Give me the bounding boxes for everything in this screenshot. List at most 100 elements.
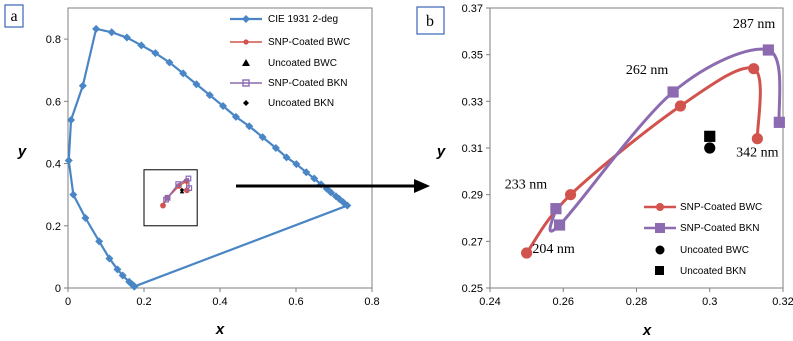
legend-b-entry-uncoated-bwc: Uncoated BWC	[655, 245, 749, 256]
legend-b-square-marker	[655, 223, 665, 233]
panel-a-x-ticks: 0 0.2 0.4 0.6 0.8	[65, 288, 380, 308]
panel-a-x-tick-label: 0.2	[136, 296, 151, 308]
panel-b-annotations: 287 nm 262 nm 233 nm 204 nm 342 nm	[505, 17, 779, 257]
legend-a-diamond-marker	[242, 15, 250, 23]
panel-a-point-cie-1931-2-deg	[219, 102, 228, 110]
panel-a-point-snp-coated-bwc	[160, 202, 166, 209]
panel-a-label-box	[4, 4, 24, 28]
panel-b-x-axis-title: x	[642, 322, 652, 339]
legend-a-entry-uncoated-bkn: Uncoated BKN	[243, 98, 334, 109]
panel-a-point-cie-1931-2-deg	[113, 265, 122, 274]
panel-a-point-cie-1931-2-deg	[81, 214, 90, 222]
legend-a-entry-snp-bwc: SNP-Coated BWC	[230, 37, 350, 48]
panel-a-point-cie-1931-2-deg	[165, 58, 174, 67]
panel-a-point-cie-1931-2-deg	[258, 133, 267, 142]
panel-b-point-snp-coated-bkn	[762, 44, 774, 56]
legend-b-label-uncoated-bkn: Uncoated BKN	[680, 266, 746, 277]
panel-a-y-tick-label: 0.8	[46, 34, 61, 46]
panel-a-series-snp-coated-bwc	[160, 178, 190, 209]
panel-a-x-tick-label: 0.4	[212, 296, 227, 308]
panel-b-point-uncoated-bkn	[704, 130, 716, 142]
panel-a-point-cie-1931-2-deg	[105, 254, 114, 263]
panel-b-y-tick-label: 0.29	[462, 190, 483, 202]
panel-a-point-snp-coated-bkn	[175, 181, 182, 187]
legend-a-label-snp-bwc: SNP-Coated BWC	[268, 37, 350, 48]
panel-b-series-snp-coated-bkn	[548, 44, 785, 233]
legend-b-black-square-marker	[655, 266, 664, 275]
panel-a-y-tick-label: 0.6	[46, 96, 61, 108]
panel-a-point-cie-1931-2-deg	[64, 156, 73, 165]
panel-a-point-cie-1931-2-deg	[245, 122, 254, 131]
legend-b-entry-snp-bwc: SNP-Coated BWC	[644, 202, 762, 213]
panel-a-point-cie-1931-2-deg	[125, 277, 134, 286]
panel-a: a 0 0.2 0.4 0.6 0.8 0 0.2 0.4 0.6 0.8 x y CIE 19…	[4, 4, 380, 338]
panel-b-annotation-287-nm: 287 nm	[733, 17, 776, 32]
legend-b-circle-marker	[656, 203, 664, 211]
panel-a-point-cie-1931-2-deg	[67, 116, 76, 124]
panel-b-point-snp-coated-bwc	[748, 63, 760, 75]
panel-a-x-tick-label: 0	[65, 296, 71, 308]
legend-a-triangle-marker	[242, 59, 250, 66]
panel-a-plot-area	[67, 7, 373, 289]
panel-b-label: b	[426, 13, 434, 30]
panel-a-point-cie-1931-2-deg	[122, 33, 131, 42]
panel-b-annotation-262-nm: 262 nm	[626, 63, 669, 78]
panel-a-point-cie-1931-2-deg	[179, 69, 188, 78]
panel-b-y-ticks: 0.25 0.27 0.29 0.31 0.33 0.35 0.37	[462, 3, 490, 295]
panel-a-point-cie-1931-2-deg	[151, 49, 160, 58]
panel-a-series-uncoated-bkn	[179, 187, 185, 193]
panel-a-x-axis-title: x	[215, 321, 225, 338]
legend-b-label-uncoated-bwc: Uncoated BWC	[680, 245, 749, 256]
panel-b-y-tick-label: 0.35	[462, 50, 483, 62]
panel-a-y-tick-label: 0.2	[46, 221, 61, 233]
panel-b-x-tick-label: 0.32	[772, 296, 793, 308]
panel-a-point-cie-1931-2-deg	[192, 80, 201, 89]
panel-b-y-tick-label: 0.25	[462, 283, 483, 295]
panel-a-point-cie-1931-2-deg	[95, 237, 104, 246]
panel-b-y-tick-label: 0.33	[462, 96, 483, 108]
panel-a-point-cie-1931-2-deg	[231, 112, 240, 121]
panel-b-x-tick-label: 0.28	[626, 296, 647, 308]
legend-a-square-marker	[242, 79, 250, 87]
panel-a-series-snp-coated-bkn	[163, 175, 193, 203]
panel-a-point-cie-1931-2-deg	[271, 144, 280, 152]
panel-b-point-snp-coated-bkn	[667, 86, 679, 98]
panel-a-point-cie-1931-2-deg	[282, 153, 291, 162]
panel-b-point-uncoated-bwc	[704, 142, 716, 154]
legend-a-label-uncoated-bkn: Uncoated BKN	[268, 98, 334, 109]
panel-b-point-snp-coated-bkn	[553, 219, 566, 231]
panel-b-legend: SNP-Coated BWC SNP-Coated BKN Uncoated B…	[644, 202, 762, 277]
panel-a-point-cie-1931-2-deg	[69, 190, 78, 199]
panel-b-y-tick-label: 0.37	[462, 3, 483, 15]
panel-a-y-tick-label: 0	[55, 283, 61, 295]
panel-b: b 0.24 0.26 0.28 0.3 0.32 0.250.270.290.310.…	[416, 3, 793, 339]
legend-a-circle-marker	[243, 39, 249, 45]
legend-a-entry-cie: CIE 1931 2-deg	[230, 14, 338, 25]
panel-a-point-snp-coated-bkn	[164, 194, 171, 201]
panel-b-x-ticks: 0.24 0.26 0.28 0.3 0.32	[479, 288, 793, 308]
legend-b-label-snp-bwc: SNP-Coated BWC	[680, 202, 762, 213]
panel-b-point-snp-coated-bwc	[564, 189, 577, 201]
panel-b-series	[521, 44, 785, 259]
panel-b-point-snp-coated-bwc	[674, 100, 687, 112]
panel-a-point-cie-1931-2-deg	[137, 41, 146, 50]
panel-b-y-axis-title: y	[436, 143, 446, 160]
panel-a-point-snp-coated-bkn	[186, 185, 193, 192]
panel-a-point-cie-1931-2-deg	[78, 81, 87, 90]
panel-a-point-cie-1931-2-deg	[107, 28, 116, 37]
panel-b-x-tick-label: 0.26	[553, 296, 574, 308]
panel-a-point-cie-1931-2-deg	[326, 188, 335, 197]
legend-a-entry-snp-bkn: SNP-Coated BKN	[230, 78, 347, 89]
panel-b-point-snp-coated-bwc	[751, 133, 763, 145]
panel-a-point-cie-1931-2-deg	[92, 24, 101, 33]
panel-b-label-box	[416, 6, 445, 35]
panel-b-annotation-342-nm: 342 nm	[736, 146, 779, 161]
legend-a-label-snp-bkn: SNP-Coated BKN	[268, 78, 347, 89]
panel-a-point-cie-1931-2-deg	[118, 271, 127, 280]
zoom-arrow	[236, 179, 430, 193]
panel-b-x-tick-label: 0.24	[479, 296, 500, 308]
panel-a-point-cie-1931-2-deg	[205, 91, 214, 100]
panel-b-y-tick-label: 0.27	[462, 236, 483, 248]
panel-a-inset-box	[143, 169, 198, 227]
